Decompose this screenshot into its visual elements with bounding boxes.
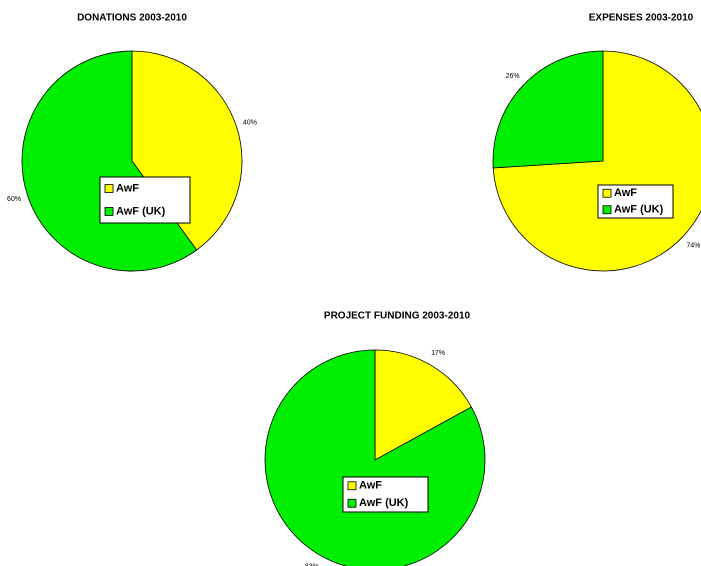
legend-swatch xyxy=(347,481,357,491)
legend-swatch xyxy=(602,188,612,198)
legend-swatch xyxy=(104,184,114,193)
legend-label: AwF (UK) xyxy=(116,205,166,217)
legend-label: AwF (UK) xyxy=(614,204,664,216)
pie-slice xyxy=(131,50,243,251)
legend-label: AwF xyxy=(116,182,139,194)
pie-slice xyxy=(492,50,604,169)
legend-box xyxy=(99,176,191,224)
pie-slice xyxy=(264,349,486,566)
chart-title: DONATIONS 2003-2010 xyxy=(77,13,187,24)
legend-label: AwF (UK) xyxy=(359,497,409,509)
legend-label: AwF xyxy=(359,480,382,492)
slice-label: 26% xyxy=(506,73,520,80)
chart-title: PROJECT FUNDING 2003-2010 xyxy=(324,311,471,322)
chart-title: EXPENSES 2003-2010 xyxy=(589,13,694,24)
slice-label: 83% xyxy=(305,564,319,566)
legend-label: AwF xyxy=(614,187,637,199)
legend-swatch xyxy=(602,205,612,215)
slice-label: 74% xyxy=(686,243,700,250)
slice-label: 17% xyxy=(431,350,445,357)
legend-swatch xyxy=(104,207,114,216)
slice-label: 60% xyxy=(7,196,21,203)
pie-slice xyxy=(374,349,472,461)
slice-label: 40% xyxy=(243,120,257,127)
legend-box xyxy=(342,476,429,513)
legend-swatch xyxy=(347,498,357,508)
